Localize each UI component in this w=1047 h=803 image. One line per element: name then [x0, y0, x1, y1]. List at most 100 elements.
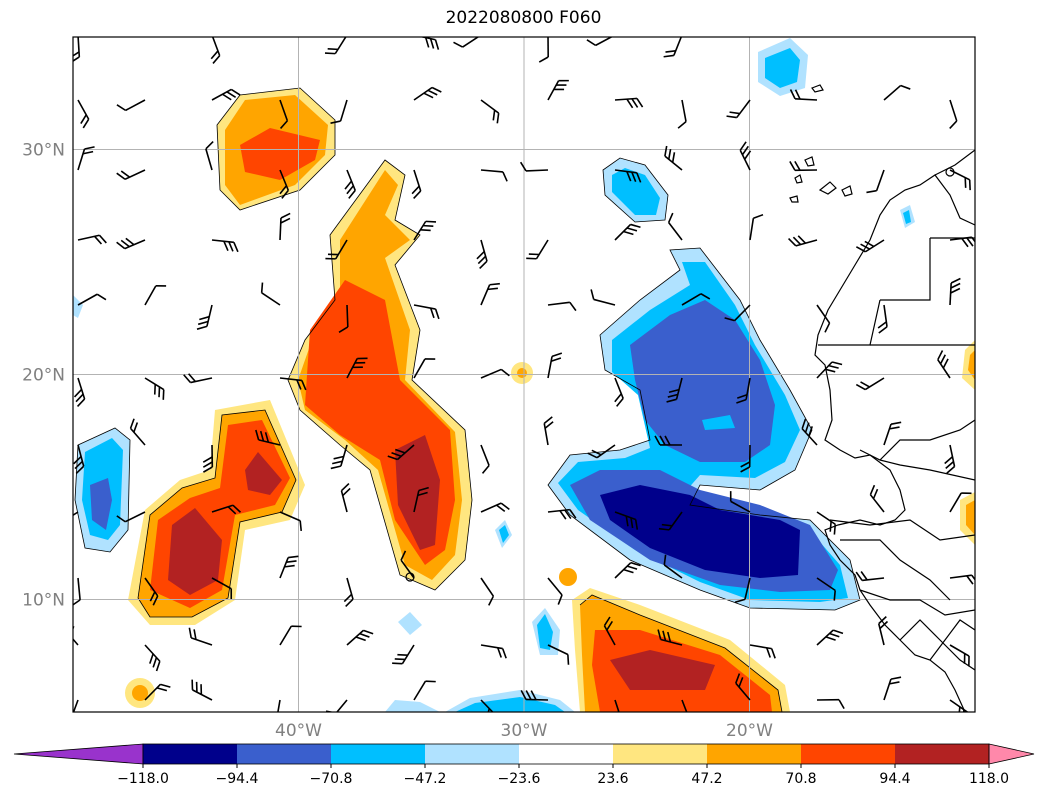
- wind-barb: [279, 99, 289, 129]
- colorbar-tick-label: −47.2: [404, 771, 447, 787]
- wind-barb: [883, 676, 902, 701]
- wind-barb: [346, 357, 368, 379]
- wind-barb: [73, 699, 79, 712]
- wind-barb: [73, 577, 81, 607]
- wind-barb: [144, 577, 159, 606]
- wind-barb: [739, 141, 752, 171]
- positive-anomaly-region: [395, 435, 440, 550]
- wind-barb: [413, 680, 436, 701]
- wind-barb: [663, 37, 683, 58]
- wind-barb: [116, 99, 146, 112]
- wind-barb: [614, 377, 624, 407]
- contour-line: [74, 427, 131, 553]
- wind-barb: [73, 444, 85, 474]
- wind-barb: [877, 304, 888, 334]
- colorbar-tick-label: 47.2: [691, 771, 722, 787]
- wind-barb: [883, 421, 902, 446]
- wind-barb: [614, 223, 641, 241]
- wind-barb: [255, 429, 281, 446]
- wind-barb: [188, 627, 213, 646]
- wind-barb: [73, 377, 86, 408]
- contour-line: [547, 247, 861, 611]
- negative-anomaly-region: [702, 415, 735, 430]
- negative-anomaly-region: [630, 300, 775, 462]
- wind-barb: [338, 304, 349, 334]
- wind-barb: [210, 37, 221, 64]
- wind-barb: [480, 99, 500, 124]
- wind-barb: [611, 699, 623, 712]
- positive-anomaly-region: [559, 568, 577, 586]
- wind-barb: [749, 644, 776, 659]
- wind-barb: [340, 483, 351, 513]
- colorbar-swatch: [331, 744, 426, 764]
- wind-barb: [144, 285, 167, 306]
- island: [811, 84, 824, 93]
- map-frame: [72, 36, 976, 713]
- wind-barb: [480, 644, 507, 659]
- wind-barb: [949, 492, 972, 513]
- colorbar-extend-high: [988, 743, 1035, 765]
- wind-barb: [202, 444, 214, 473]
- wind-barb: [279, 169, 290, 199]
- wind-barb: [681, 293, 711, 306]
- positive-anomaly-region: [132, 685, 148, 701]
- wind-barb: [330, 99, 348, 124]
- wind-barb: [413, 220, 437, 241]
- wind-barb: [726, 99, 751, 119]
- wind-barb: [949, 644, 970, 667]
- contour-line: [602, 157, 669, 223]
- wind-barb: [740, 444, 751, 473]
- island: [804, 156, 815, 167]
- wind-barb: [816, 361, 843, 379]
- country-border: [879, 419, 975, 461]
- wind-barb: [590, 289, 616, 306]
- wind-barb: [211, 88, 241, 101]
- negative-anomaly-region: [499, 525, 509, 543]
- wind-barb: [949, 277, 961, 306]
- wind-barb: [657, 629, 683, 646]
- wind-barb: [77, 146, 95, 171]
- wind-barb: [211, 504, 242, 515]
- colorbar-extend-low: [13, 743, 144, 765]
- wind-barb: [789, 89, 818, 101]
- wind-barb: [547, 577, 563, 605]
- wind-barb: [413, 304, 440, 320]
- wind-barb: [413, 358, 436, 379]
- wind-barb: [480, 282, 500, 306]
- wind-barb: [279, 625, 302, 646]
- wind-barb: [520, 689, 549, 701]
- country-border: [840, 539, 951, 601]
- wind-barb: [547, 301, 577, 312]
- colorbar-tick-label: 23.6: [597, 771, 628, 787]
- colorbar-tick-label: −70.8: [310, 771, 353, 787]
- wind-barb: [211, 239, 239, 253]
- wind-barb: [480, 502, 510, 513]
- wind-barb: [749, 213, 764, 241]
- island: [818, 181, 837, 195]
- wind-barb: [330, 444, 348, 470]
- wind-barb: [547, 644, 570, 665]
- wind-barb: [801, 418, 818, 446]
- wind-barb: [411, 169, 422, 200]
- negative-anomaly-region: [903, 210, 911, 224]
- wind-barb: [144, 377, 165, 400]
- wind-barb: [734, 577, 751, 603]
- wind-barb: [547, 508, 577, 520]
- wind-barb: [129, 418, 146, 446]
- wind-barb: [547, 79, 569, 101]
- positive-anomaly-region: [610, 650, 715, 690]
- wind-barb: [480, 577, 495, 606]
- wind-barb: [205, 140, 214, 171]
- wind-barb: [543, 416, 554, 446]
- negative-anomaly-region: [537, 614, 553, 650]
- wind-barb: [614, 169, 642, 183]
- country-border: [859, 449, 975, 481]
- wind-barb: [789, 160, 818, 172]
- wind-barb: [400, 550, 415, 579]
- wind-barb: [346, 629, 374, 646]
- wind-barb: [191, 679, 213, 701]
- wind-barb: [519, 161, 549, 172]
- wind-barb: [387, 444, 415, 461]
- wind-barb: [587, 444, 616, 459]
- positive-anomaly-region: [962, 340, 975, 390]
